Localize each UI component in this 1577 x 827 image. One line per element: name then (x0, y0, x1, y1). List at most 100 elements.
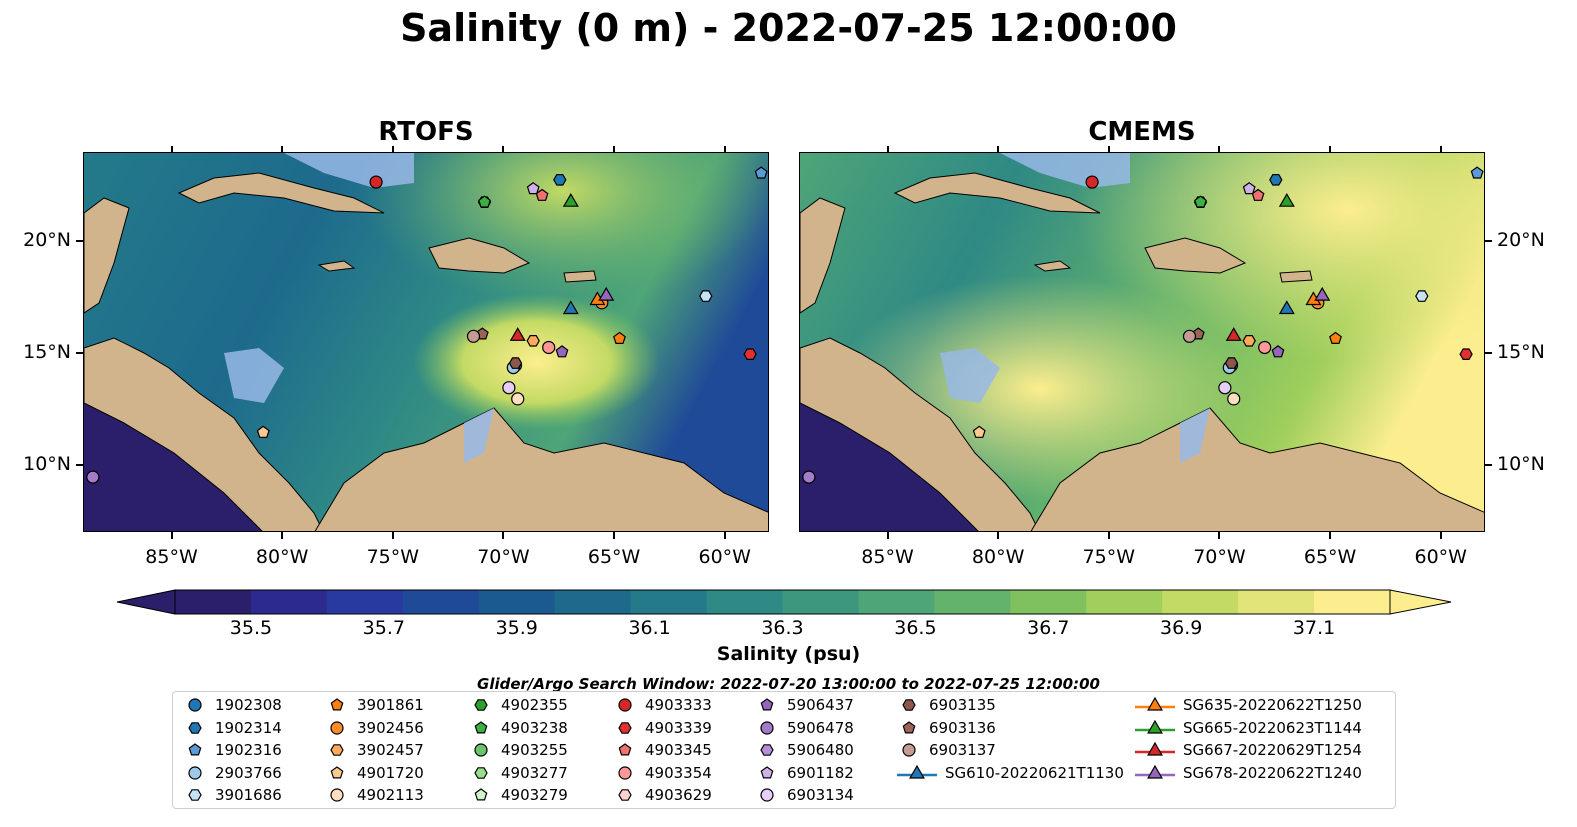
colorbar-segment (478, 590, 556, 614)
legend-item: 4903279 (469, 784, 568, 806)
legend-label: 4903277 (501, 763, 568, 782)
colorbar-segment (1238, 590, 1315, 614)
legend-item: 3901861 (325, 694, 424, 716)
legend-marker-icon (330, 744, 344, 756)
legend-label: 3902456 (357, 718, 424, 737)
obs-marker-6901182 (1242, 182, 1256, 195)
legend-item: 6903135 (897, 694, 996, 716)
legend-label: 4903238 (501, 718, 568, 737)
legend-marker-icon (330, 766, 344, 779)
legend-label: 1902314 (215, 718, 282, 737)
colorbar-segment (858, 590, 935, 614)
lon-label: 60°W (1414, 546, 1467, 568)
obs-marker-3901686 (699, 290, 713, 302)
map-panel-rtofs (83, 152, 769, 532)
legend-item: SG610-20220621T1130 (897, 762, 1124, 784)
salinity-field-rtofs (84, 153, 768, 531)
lat-tick (1485, 240, 1492, 243)
lon-tick-top (613, 146, 616, 152)
obs-marker-6903135 (1224, 357, 1239, 369)
lon-tick (1439, 532, 1442, 539)
legend-item: 4902113 (325, 784, 424, 806)
colorbar (116, 589, 1452, 615)
obs-marker-5906437 (555, 345, 569, 358)
observation-markers-rtofs (86, 166, 768, 484)
obs-marker-6903137 (466, 329, 481, 343)
lon-tick-top (502, 146, 505, 152)
legend-marker-icon (760, 766, 774, 779)
legend-item: 5906480 (755, 739, 854, 761)
legend-marker-icon (474, 699, 488, 711)
legend-marker-icon (760, 744, 774, 756)
legend-item: 5906478 (755, 717, 854, 739)
lon-label: 85°W (145, 546, 198, 568)
salinity-field-cmems (800, 153, 1484, 531)
lon-tick (613, 532, 616, 539)
legend-item: 1902316 (183, 739, 282, 761)
legend-label: SG667-20220629T1254 (1183, 741, 1362, 760)
obs-marker-4901720 (256, 425, 270, 438)
obs-marker-1902314 (1269, 174, 1283, 186)
lon-label: 65°W (587, 546, 641, 568)
legend-item: 4903277 (469, 762, 568, 784)
colorbar-max-extend (1389, 589, 1452, 615)
legend-label: 3902457 (357, 741, 424, 760)
legend-item: 3902456 (325, 717, 424, 739)
legend-marker-icon (618, 698, 632, 712)
obs-marker-6901182 (526, 182, 540, 195)
obs-marker-4903354 (542, 340, 556, 355)
colorbar-segment (326, 590, 404, 614)
panel-title-rtofs: RTOFS (378, 117, 474, 147)
lon-label: 75°W (366, 546, 420, 568)
figure-title: Salinity (0 m) - 2022-07-25 12:00:00 (400, 6, 1177, 50)
lat-label: 10°N (23, 452, 71, 475)
lat-label: 20°N (23, 229, 71, 252)
legend-item: 4903339 (613, 717, 712, 739)
legend-label: 4903333 (645, 696, 712, 714)
obs-marker-SG665-20220623T1144 (562, 193, 579, 207)
legend-label: 4902113 (357, 786, 424, 805)
lon-label: 60°W (698, 546, 751, 568)
legend-marker-icon (760, 698, 774, 711)
lon-tick (170, 532, 173, 539)
lon-tick-top (1439, 146, 1442, 152)
colorbar-segment (782, 590, 860, 614)
colorbar-segment (1314, 590, 1391, 614)
legend-item: 6901182 (755, 762, 854, 784)
legend-item: 4903333 (613, 694, 712, 716)
legend-label: 6903134 (787, 786, 854, 805)
colorbar-tick-label: 36.1 (628, 617, 671, 639)
legend-marker-icon (760, 720, 774, 735)
observation-markers-cmems (802, 166, 1484, 484)
obs-marker-SG610-20220621T1130 (562, 300, 579, 315)
colorbar-segment (402, 590, 480, 614)
lat-tick (76, 240, 83, 243)
legend-marker-icon (188, 789, 202, 802)
obs-marker-3902457 (526, 335, 540, 347)
legend: 1902308 1902314 1902316 2903766 3901686 39018… (172, 691, 1396, 809)
lat-tick (76, 352, 83, 355)
colorbar-tick-label: 36.5 (894, 617, 937, 639)
lon-label: 80°W (971, 546, 1025, 568)
legend-marker-icon (474, 766, 488, 779)
lat-tick (1485, 352, 1492, 355)
legend-marker-icon (330, 720, 344, 735)
colorbar-segment (1162, 590, 1239, 614)
legend-marker-icon (618, 721, 632, 734)
colorbar-segment (554, 590, 632, 614)
legend-marker-icon (330, 788, 344, 802)
lon-tick (502, 532, 505, 539)
colorbar-segment (1086, 590, 1163, 614)
lon-tick-top (723, 146, 726, 152)
obs-marker-1902314 (553, 174, 567, 186)
legend-item: 4903629 (613, 784, 712, 806)
colorbar-tick-label: 35.7 (362, 617, 405, 639)
legend-item: 4903354 (613, 762, 712, 784)
legend-label: 1902316 (215, 741, 282, 760)
colorbar-segment (175, 590, 252, 614)
lon-tick-top (1329, 146, 1332, 152)
lat-label: 15°N (1497, 341, 1545, 364)
obs-marker-5906437 (1271, 345, 1285, 358)
legend-label: 4903279 (501, 786, 568, 805)
lon-tick (1218, 532, 1221, 539)
